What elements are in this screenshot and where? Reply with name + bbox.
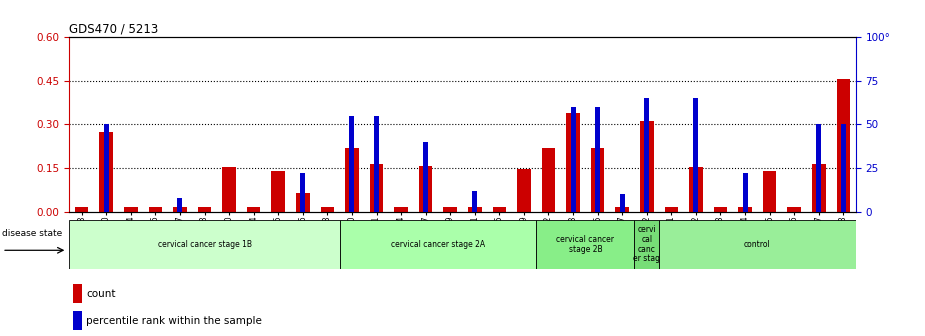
Bar: [394, 207, 408, 212]
Text: count: count: [86, 289, 116, 299]
Bar: [73, 311, 82, 330]
Bar: [694, 98, 698, 212]
Bar: [542, 148, 555, 212]
Bar: [173, 207, 187, 212]
Bar: [104, 124, 109, 212]
Bar: [689, 167, 703, 212]
Bar: [198, 207, 211, 212]
Bar: [812, 164, 825, 212]
Bar: [517, 169, 531, 212]
Bar: [635, 220, 659, 269]
Bar: [743, 173, 747, 212]
Bar: [370, 164, 383, 212]
Text: cervical cancer
stage 2B: cervical cancer stage 2B: [556, 235, 614, 254]
Bar: [841, 124, 845, 212]
Bar: [595, 107, 600, 212]
Bar: [763, 171, 776, 212]
Bar: [443, 207, 457, 212]
Text: percentile rank within the sample: percentile rank within the sample: [86, 316, 262, 326]
Bar: [100, 132, 113, 212]
Bar: [75, 207, 89, 212]
Bar: [659, 220, 856, 269]
Text: control: control: [744, 240, 771, 249]
Bar: [73, 284, 82, 303]
Bar: [321, 207, 334, 212]
Bar: [566, 113, 580, 212]
Bar: [645, 98, 649, 212]
Bar: [345, 148, 359, 212]
Bar: [591, 148, 604, 212]
Bar: [339, 220, 536, 269]
Bar: [816, 124, 821, 212]
Text: disease state: disease state: [2, 229, 62, 238]
Text: cervical cancer stage 2A: cervical cancer stage 2A: [391, 240, 485, 249]
Bar: [222, 167, 236, 212]
Bar: [423, 142, 428, 212]
Bar: [149, 207, 162, 212]
Bar: [836, 79, 850, 212]
Bar: [714, 207, 727, 212]
Bar: [374, 116, 379, 212]
Bar: [571, 107, 575, 212]
Bar: [247, 207, 261, 212]
Bar: [296, 193, 310, 212]
Bar: [473, 191, 477, 212]
Bar: [493, 207, 506, 212]
Bar: [615, 207, 629, 212]
Text: GDS470 / 5213: GDS470 / 5213: [69, 23, 158, 36]
Bar: [124, 207, 138, 212]
Bar: [536, 220, 635, 269]
Bar: [419, 166, 432, 212]
Bar: [640, 121, 654, 212]
Bar: [350, 116, 354, 212]
Bar: [301, 173, 305, 212]
Bar: [271, 171, 285, 212]
Text: cervical cancer stage 1B: cervical cancer stage 1B: [157, 240, 252, 249]
Bar: [738, 207, 752, 212]
Bar: [178, 198, 182, 212]
Bar: [620, 194, 624, 212]
Bar: [787, 207, 801, 212]
Bar: [468, 207, 482, 212]
Bar: [664, 207, 678, 212]
Text: cervi
cal
canc
er stag: cervi cal canc er stag: [634, 225, 660, 263]
Bar: [69, 220, 339, 269]
